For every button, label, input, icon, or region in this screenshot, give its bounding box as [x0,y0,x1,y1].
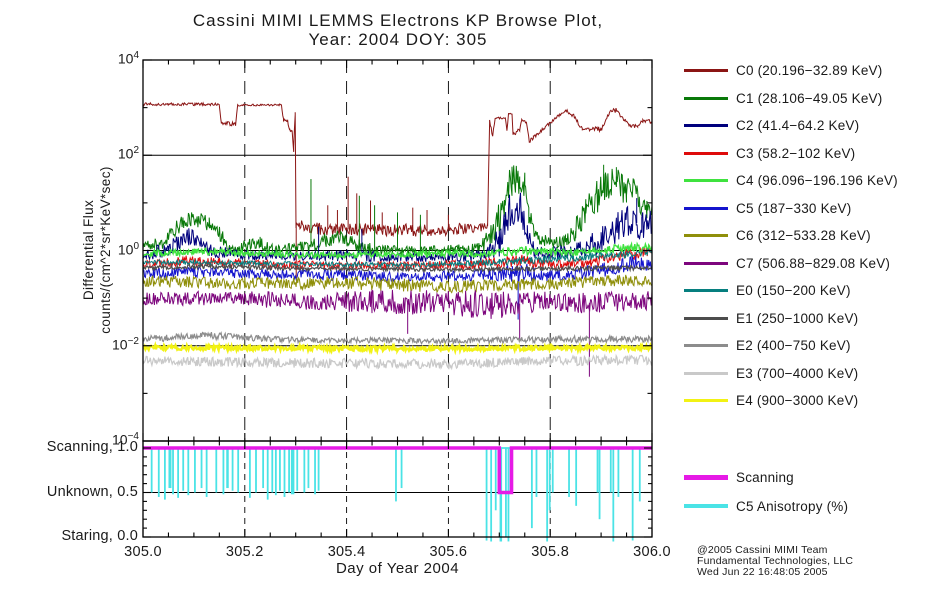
legend-swatch-c0 [684,69,728,72]
x-tick-label-305.0: 305.0 [124,544,162,560]
legend-item-c4: C4 (96.096−196.196 KeV) [684,172,898,190]
legend-label-e2: E2 (400−750 KeV) [736,338,851,353]
x-tick-label-305.2: 305.2 [225,544,264,560]
legend-swatch-c6 [684,234,728,237]
legend-label-e1: E1 (250−1000 KeV) [736,310,859,326]
series-e0-line [143,248,652,269]
credit-line2: Fundamental Technologies, LLC [697,555,854,567]
legend-swatch-e2 [684,344,728,347]
series-e2-line [143,331,652,346]
y-tick-label-10e4: 104 [117,50,139,67]
legend-swatch-e0 [684,289,728,292]
legend-item-c7: C7 (506.88−829.08 KeV) [684,254,890,272]
y-tick-label-10e0: 100 [117,240,139,258]
legend-swatch-c4 [684,179,728,182]
legend-item-e4: E4 (900−3000 KeV) [684,392,858,410]
credit-line3: Wed Jun 22 16:48:05 2005 [697,566,828,578]
legend-label-c7: C7 (506.88−829.08 KeV) [736,255,891,271]
y-tick-label-10e-2: 10−2 [112,335,139,353]
credit-block: @2005 Cassini MIMI Team Fundamental Tech… [697,545,853,578]
legend-swatch-e1 [684,316,728,320]
legend-label-c5: C5 (187−330 KeV) [736,200,852,216]
legend-label-c4: C4 (96.096−196.196 KeV) [736,173,898,188]
legend-item-c3: C3 (58.2−102 KeV) [684,144,855,162]
bottom-y-label-0: Staring, 0.0 [61,528,138,544]
series-c7-line [143,289,652,319]
series-c0-line [143,101,652,238]
legend-swatch-c5 [684,206,728,210]
legend-item-c5-anisotropy: C5 Anisotropy (%) [684,497,848,515]
legend-item-c0: C0 (20.196−32.89 KeV) [684,62,882,80]
x-tick-label-306.0: 306.0 [633,544,671,560]
legend-swatch-scanning [684,474,728,480]
series-c1-line [143,165,652,257]
legend-item-c2: C2 (41.4−64.2 KeV) [684,117,859,135]
x-tick-label-305.8: 305.8 [531,544,570,560]
series-e1-line [143,262,652,274]
legend-label-scanning: Scanning [736,469,794,485]
series-e3-line [143,353,652,371]
legend-swatch-c3 [684,151,728,155]
legend-swatch-e4 [684,399,728,402]
legend-label-e3: E3 (700−4000 KeV) [736,365,859,381]
legend-label-c6: C6 (312−533.28 KeV) [736,228,871,243]
legend-item-e1: E1 (250−1000 KeV) [684,309,858,327]
legend-item-e3: E3 (700−4000 KeV) [684,364,858,382]
legend-item-e2: E2 (400−750 KeV) [684,337,851,355]
legend-label-c2: C2 (41.4−64.2 KeV) [736,118,860,133]
legend-label-c5-anisotropy: C5 Anisotropy (%) [736,498,849,514]
credit-line1: @2005 Cassini MIMI Team [697,544,828,556]
legend-swatch-c1 [684,96,728,100]
y-tick-label-10e-4: 10−4 [112,431,139,448]
x-tick-label-305.4: 305.4 [327,544,366,560]
series-e4-line [143,340,652,356]
legend-label-c1: C1 (28.106−49.05 KeV) [736,90,883,106]
legend-swatch-c5-anisotropy [684,504,728,508]
legend-item-scanning: Scanning [684,468,794,486]
scanning-line [143,446,652,495]
legend-item-e0: E0 (150−200 KeV) [684,282,851,300]
bottom-y-label-1: Scanning, 1.0 [46,439,138,455]
legend-label-c0: C0 (20.196−32.89 KeV) [736,63,883,78]
legend-item-c1: C1 (28.106−49.05 KeV) [684,89,882,107]
bottom-y-label-0.5: Unknown, 0.5 [46,483,138,500]
legend-swatch-e3 [684,371,728,375]
plot-title-line2: Year: 2004 DOY: 305 [308,30,488,49]
legend-label-e0: E0 (150−200 KeV) [736,283,851,298]
legend-label-c3: C3 (58.2−102 KeV) [736,145,856,161]
legend-swatch-c7 [684,261,728,265]
series-c6-line [143,274,652,294]
legend-item-c6: C6 (312−533.28 KeV) [684,227,871,245]
series-c4-line [143,241,652,261]
legend-label-e4: E4 (900−3000 KeV) [736,393,859,408]
legend-swatch-c2 [684,124,728,127]
legend-item-c5: C5 (187−330 KeV) [684,199,851,217]
y-tick-label-10e2: 102 [117,145,139,162]
x-axis-label: Day of Year 2004 [335,560,460,577]
x-tick-label-305.6: 305.6 [429,544,468,560]
plot-title-line1: Cassini MIMI LEMMS Electrons KP Browse P… [192,11,604,30]
